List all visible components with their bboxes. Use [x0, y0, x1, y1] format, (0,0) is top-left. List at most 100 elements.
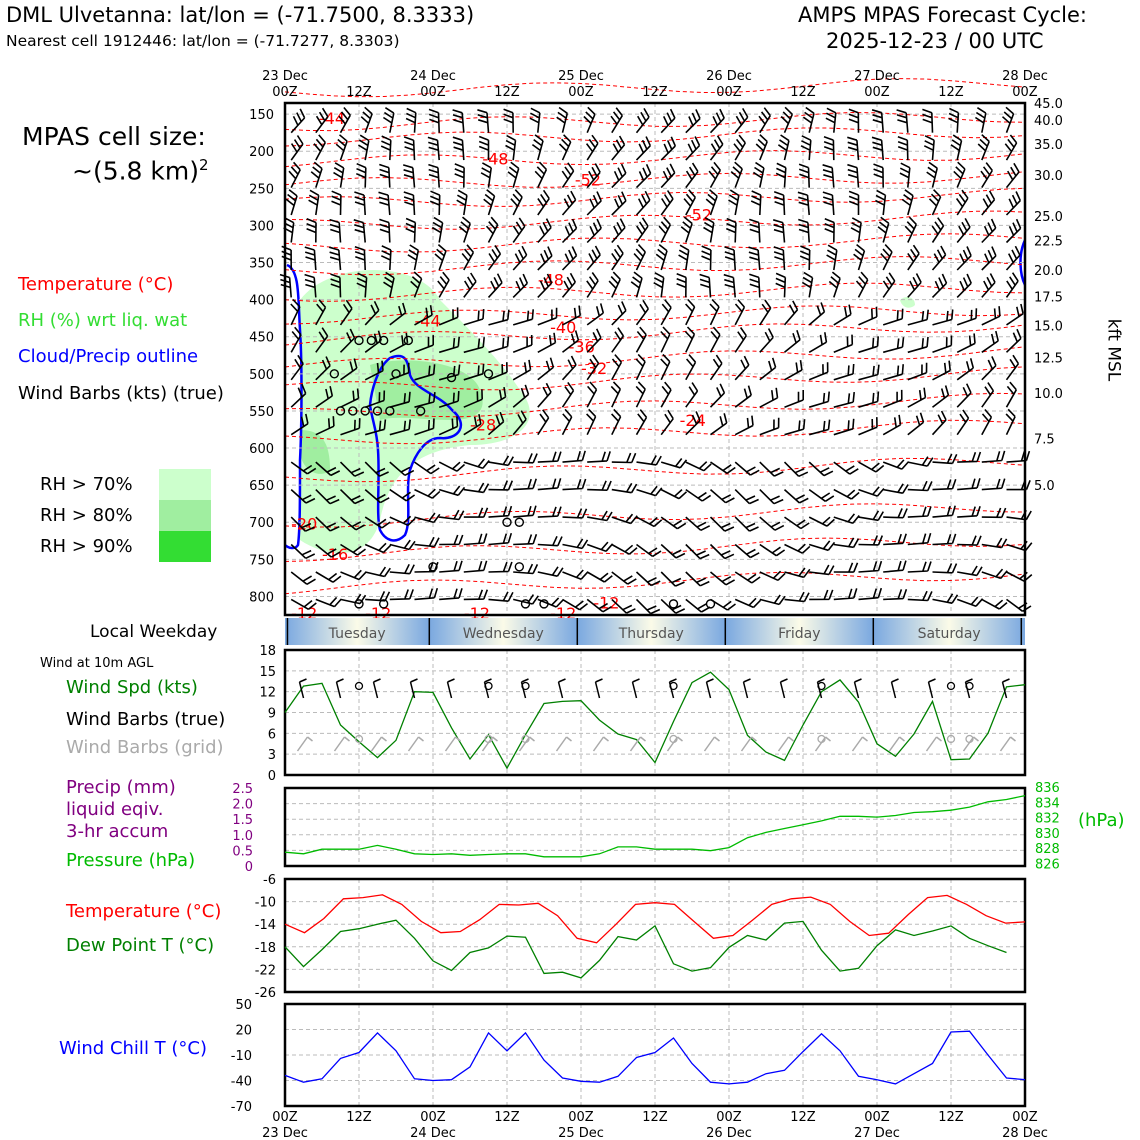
wind-barb	[808, 540, 836, 552]
wind-barb	[383, 271, 395, 298]
wind-barb	[931, 245, 947, 271]
wind-barb	[403, 191, 416, 216]
wind-barb	[1005, 191, 1022, 216]
wind-barb	[660, 409, 674, 436]
wind-barb	[290, 571, 316, 585]
temp-contour	[284, 256, 1026, 276]
wind-barb	[759, 357, 777, 381]
weekday-band	[429, 618, 578, 645]
wind-barb	[402, 164, 416, 188]
precip-ytick: 0	[245, 860, 253, 875]
wind-barb	[833, 363, 855, 381]
wind-barb-true	[372, 678, 381, 699]
wind-barb	[513, 453, 538, 464]
kft-tick: 22.5	[1034, 234, 1063, 249]
bottom-hour-tick: 12Z	[938, 1110, 964, 1125]
wind-barb	[734, 543, 760, 559]
temp-panel-ytick: -10	[255, 896, 276, 911]
wind-barb	[981, 330, 999, 353]
wind-barb	[680, 216, 693, 243]
wind-barb	[463, 389, 483, 408]
wind-barb	[755, 134, 768, 161]
wind-barb	[586, 303, 605, 326]
wind-barb	[635, 190, 651, 216]
pressure-tick: 150	[249, 108, 274, 123]
wind-barb	[801, 271, 814, 298]
cell-size-prefix: ~(5.8 km)	[72, 156, 199, 186]
wind-barb	[685, 488, 712, 502]
weekday-band	[725, 618, 874, 645]
wind-barb	[353, 219, 366, 243]
wind-barb	[290, 298, 301, 326]
wind-barb	[537, 382, 552, 408]
kft-tick: 15.0	[1034, 320, 1063, 335]
wind-barb	[587, 480, 612, 491]
top-hour-tick: 00Z	[1012, 85, 1038, 100]
wind-barb-grid	[333, 736, 350, 752]
wind-barb	[855, 271, 869, 298]
calm-circle	[817, 681, 826, 691]
wind-barb	[871, 136, 884, 161]
bottom-hour-tick: 12Z	[346, 1110, 372, 1125]
wind-barb	[759, 594, 786, 606]
wind-barb	[808, 461, 834, 477]
wind-barb	[847, 163, 860, 188]
wind-barb	[283, 217, 295, 243]
wind-barb	[730, 161, 743, 188]
pressure-tick: 750	[249, 553, 274, 568]
wind-barb	[660, 108, 676, 134]
wind-barb	[709, 298, 720, 326]
wind-barb	[685, 136, 701, 161]
wind-barb	[380, 245, 392, 271]
pressure-ytick: 830	[1035, 827, 1060, 842]
wind-barb	[290, 108, 306, 134]
wind-barb	[825, 107, 837, 133]
bottom-date-tick: 27 Dec	[854, 1126, 900, 1140]
wind-barb	[364, 461, 389, 477]
wind-barb	[882, 364, 904, 381]
wind-barb	[512, 359, 532, 381]
wind-barb	[660, 190, 674, 216]
wind-barb	[802, 106, 815, 133]
wind-barb	[329, 218, 342, 243]
wind-barb	[428, 163, 440, 188]
wind-barb	[611, 218, 626, 244]
wind-barb	[463, 272, 477, 298]
wind-barb	[389, 589, 414, 601]
wind-barb	[899, 162, 911, 188]
calm-circle	[415, 406, 426, 416]
wind-barb	[683, 189, 697, 216]
wind-barb	[808, 516, 835, 527]
calm-circle	[514, 562, 525, 572]
wind-barb-grid	[370, 736, 387, 752]
wind-barb	[948, 107, 960, 133]
wind-barb	[537, 246, 553, 271]
wind-barb	[339, 489, 365, 505]
wind-barb	[734, 516, 759, 532]
calm-circle	[484, 681, 493, 691]
bottom-hour-tick: 00Z	[272, 1110, 298, 1125]
wind-barb	[428, 108, 440, 133]
wind-barb	[658, 216, 672, 243]
wind-barb	[438, 461, 466, 472]
precip-label-3: 3-hr accum	[66, 821, 169, 842]
wind-barb	[364, 488, 390, 504]
pressure-ytick: 828	[1035, 842, 1060, 857]
wind-barb	[957, 478, 981, 491]
wind-barb	[660, 516, 687, 530]
calm-circle	[403, 335, 414, 346]
wind-barb	[452, 136, 465, 161]
wind-barb	[710, 461, 736, 474]
calm-circle-grid	[521, 734, 530, 744]
wind-barb	[488, 455, 514, 467]
wind-barb	[513, 478, 537, 491]
wind-barb	[389, 391, 411, 408]
kft-tick: 40.0	[1034, 114, 1063, 129]
calm-circle	[378, 335, 389, 346]
wind-barb	[907, 244, 920, 271]
wind-barb	[981, 190, 996, 216]
calm-circle-grid	[669, 734, 678, 744]
wind-barb	[562, 598, 588, 611]
wind-barb	[907, 506, 932, 518]
wind-barb	[660, 136, 677, 161]
